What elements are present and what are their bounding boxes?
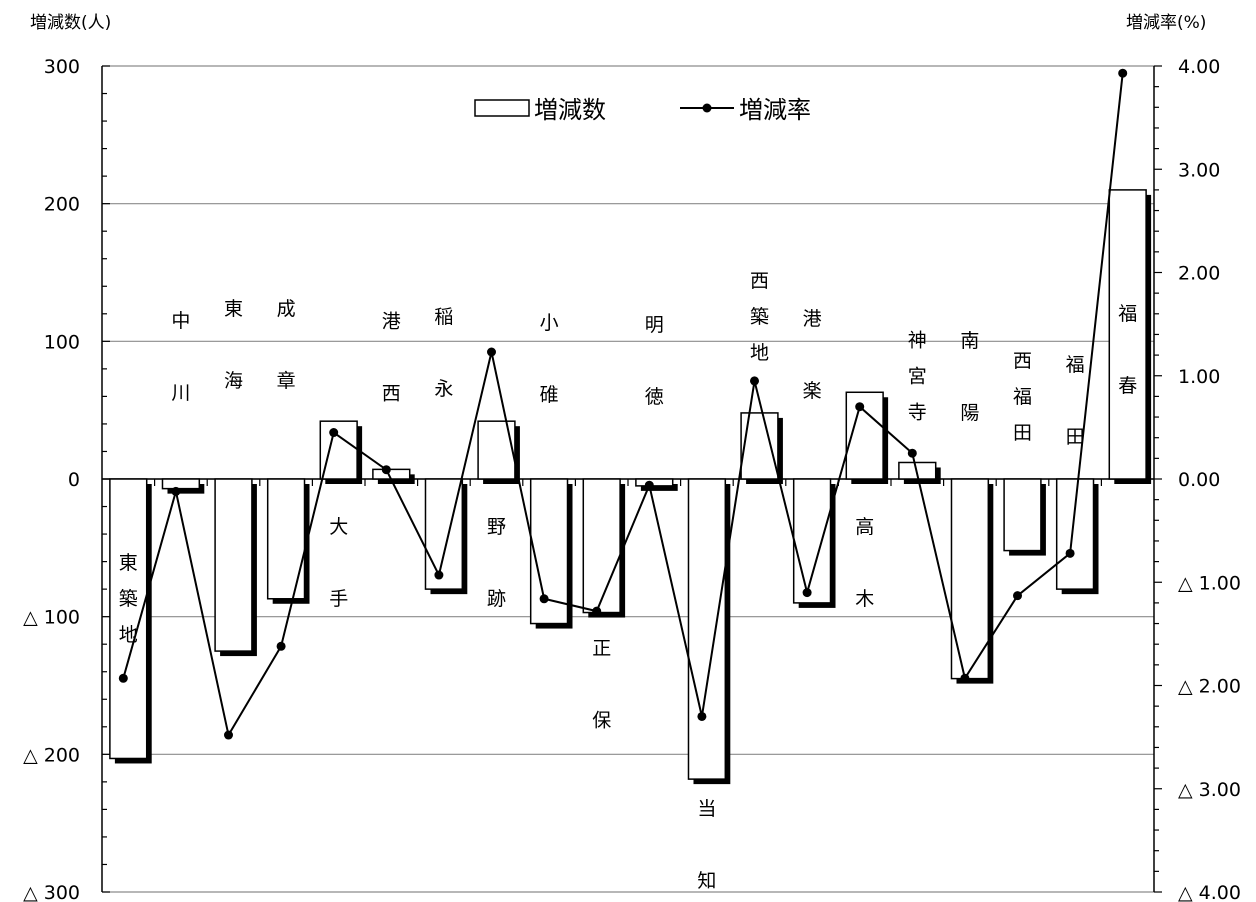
rate-point <box>1013 591 1022 601</box>
bar <box>740 412 779 480</box>
category-label: 当知 <box>697 798 716 892</box>
y-tick-label-right: 4.00 <box>1178 56 1220 78</box>
rate-point <box>802 588 812 598</box>
y-tick-label-left: 200 <box>44 194 80 216</box>
y-tick-label-right: △ 4.00 <box>1178 882 1241 902</box>
bar <box>582 478 621 614</box>
y-axis-left-title: 増減数(人) <box>30 13 112 33</box>
bar <box>635 478 674 487</box>
bar <box>266 478 306 600</box>
category-label: 正保 <box>592 638 611 732</box>
rate-point <box>1118 68 1128 78</box>
bar <box>214 478 253 652</box>
rate-point <box>697 711 707 721</box>
legend-line-label: 増減率 <box>739 96 811 124</box>
rate-point <box>381 465 391 475</box>
category-label: 明徳 <box>645 314 664 408</box>
legend-bar-swatch <box>474 99 530 117</box>
rate-point <box>960 673 970 683</box>
y-tick-label-left: 300 <box>44 56 80 78</box>
category-label: 港楽 <box>803 308 822 402</box>
rate-point <box>487 347 496 357</box>
category-label: 小碓 <box>540 312 559 406</box>
y-axis-right-title: 増減率(%) <box>1126 13 1207 33</box>
bar <box>1108 189 1147 480</box>
legend-bar-label: 増減数 <box>534 96 606 124</box>
y-tick-label-left: △ 200 <box>23 744 80 766</box>
y-tick-label-right: △ 2.00 <box>1178 676 1241 698</box>
category-label: 福春 <box>1118 303 1137 397</box>
category-label: 福田 <box>1066 354 1085 448</box>
y-tick-label-left: 100 <box>44 331 80 353</box>
y-tick-label-right: 0.00 <box>1178 469 1220 491</box>
rate-point <box>329 428 339 438</box>
category-label: 高木 <box>855 516 874 610</box>
y-tick-label-right: △ 1.00 <box>1178 572 1241 594</box>
rate-point <box>907 448 917 458</box>
category-label: 南陽 <box>960 330 979 424</box>
bar-shadow <box>640 484 678 491</box>
bar <box>477 420 516 480</box>
rate-point <box>1065 548 1075 558</box>
rate-point <box>855 402 865 412</box>
rate-point <box>276 641 286 651</box>
legend-line-marker <box>702 103 712 113</box>
bar <box>687 478 727 780</box>
rate-point <box>644 480 654 490</box>
category-label: 中川 <box>171 310 190 404</box>
y-tick-label-left: 0 <box>68 469 80 491</box>
category-label: 西築地 <box>750 270 769 364</box>
category-label: 港西 <box>382 310 401 404</box>
y-tick-label-right: 2.00 <box>1178 263 1220 285</box>
category-label: 大手 <box>329 516 348 610</box>
y-tick-label-left: △ 100 <box>23 607 80 629</box>
category-label: 野跡 <box>487 516 506 610</box>
category-label: 神宮寺 <box>908 329 927 423</box>
bar <box>1003 478 1042 552</box>
category-label: 東築地 <box>119 552 138 646</box>
bar <box>161 478 201 490</box>
rate-line <box>122 73 1124 738</box>
category-label: 西福田 <box>1013 350 1032 444</box>
y-tick-label-right: 3.00 <box>1178 159 1220 181</box>
y-tick-label-right: 1.00 <box>1178 366 1220 388</box>
rate-point <box>592 606 602 616</box>
y-tick-label-right: △ 3.00 <box>1178 779 1241 801</box>
rate-point <box>224 730 233 740</box>
rate-point <box>171 486 181 496</box>
bar <box>109 478 148 760</box>
category-label: 稲永 <box>434 306 453 400</box>
rate-point <box>118 673 128 683</box>
category-label: 成章 <box>277 298 296 392</box>
bar <box>424 478 464 590</box>
bar <box>319 420 358 480</box>
bar <box>529 478 569 625</box>
rate-point <box>434 570 444 580</box>
bar <box>792 478 832 604</box>
category-label: 東海 <box>224 298 243 392</box>
rate-point <box>750 376 759 386</box>
bar <box>1055 478 1095 590</box>
y-tick-label-left: △ 300 <box>23 882 80 902</box>
rate-point <box>539 594 549 604</box>
